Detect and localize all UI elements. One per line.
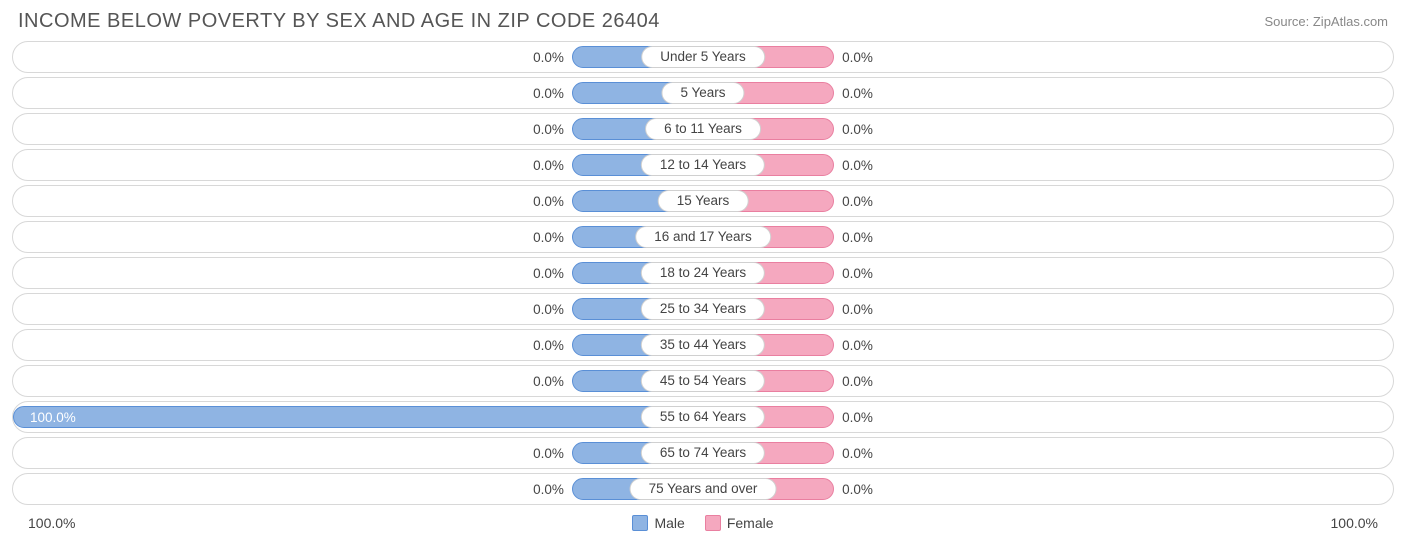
male-half: 100.0% bbox=[13, 402, 703, 432]
male-half: 0.0% bbox=[13, 42, 703, 72]
category-label: 15 Years bbox=[658, 190, 749, 212]
legend: Male Female bbox=[632, 515, 773, 531]
male-half: 0.0% bbox=[13, 78, 703, 108]
category-label: 12 to 14 Years bbox=[641, 154, 765, 176]
category-label: 6 to 11 Years bbox=[645, 118, 761, 140]
female-value-label: 0.0% bbox=[834, 230, 881, 245]
female-value-label: 0.0% bbox=[834, 338, 881, 353]
male-value-label: 0.0% bbox=[525, 338, 572, 353]
female-half: 0.0% bbox=[703, 402, 1393, 432]
male-value-label: 0.0% bbox=[525, 194, 572, 209]
female-half: 0.0% bbox=[703, 438, 1393, 468]
male-value-label: 0.0% bbox=[525, 302, 572, 317]
female-half: 0.0% bbox=[703, 330, 1393, 360]
male-half: 0.0% bbox=[13, 150, 703, 180]
female-half: 0.0% bbox=[703, 186, 1393, 216]
female-half: 0.0% bbox=[703, 222, 1393, 252]
female-value-label: 0.0% bbox=[834, 410, 881, 425]
category-label: 55 to 64 Years bbox=[641, 406, 765, 428]
female-value-label: 0.0% bbox=[834, 302, 881, 317]
legend-male-label: Male bbox=[654, 515, 684, 531]
chart-row: 0.0% 0.0% 65 to 74 Years bbox=[12, 437, 1394, 469]
category-label: 18 to 24 Years bbox=[641, 262, 765, 284]
male-half: 0.0% bbox=[13, 258, 703, 288]
male-value-label: 0.0% bbox=[525, 122, 572, 137]
male-half: 0.0% bbox=[13, 114, 703, 144]
chart-footer: 100.0% Male Female 100.0% bbox=[0, 509, 1406, 531]
legend-female-label: Female bbox=[727, 515, 774, 531]
female-value-label: 0.0% bbox=[834, 122, 881, 137]
category-label: Under 5 Years bbox=[641, 46, 765, 68]
male-half: 0.0% bbox=[13, 366, 703, 396]
male-bar: 100.0% bbox=[13, 406, 703, 428]
chart-row: 0.0% 0.0% 5 Years bbox=[12, 77, 1394, 109]
chart-row: 0.0% 0.0% 25 to 34 Years bbox=[12, 293, 1394, 325]
chart-row: 0.0% 0.0% 15 Years bbox=[12, 185, 1394, 217]
axis-right-label: 100.0% bbox=[1331, 515, 1378, 531]
category-label: 16 and 17 Years bbox=[635, 226, 771, 248]
chart-row: 100.0% 0.0% 55 to 64 Years bbox=[12, 401, 1394, 433]
female-half: 0.0% bbox=[703, 366, 1393, 396]
legend-male-swatch bbox=[632, 515, 648, 531]
male-value-label: 0.0% bbox=[525, 374, 572, 389]
male-value-label: 0.0% bbox=[525, 230, 572, 245]
chart-header: INCOME BELOW POVERTY BY SEX AND AGE IN Z… bbox=[0, 0, 1406, 41]
male-value-label: 0.0% bbox=[525, 266, 572, 281]
female-half: 0.0% bbox=[703, 474, 1393, 504]
category-label: 35 to 44 Years bbox=[641, 334, 765, 356]
chart-title: INCOME BELOW POVERTY BY SEX AND AGE IN Z… bbox=[18, 10, 660, 33]
female-value-label: 0.0% bbox=[834, 194, 881, 209]
chart-row: 0.0% 0.0% 18 to 24 Years bbox=[12, 257, 1394, 289]
category-label: 65 to 74 Years bbox=[641, 442, 765, 464]
chart-body: 0.0%0.0%Under 5 Years0.0%0.0%5 Years0.0%… bbox=[0, 41, 1406, 505]
female-value-label: 0.0% bbox=[834, 158, 881, 173]
male-value-label: 100.0% bbox=[22, 410, 84, 425]
legend-female-swatch bbox=[705, 515, 721, 531]
chart-row: 0.0% 0.0% 16 and 17 Years bbox=[12, 221, 1394, 253]
category-label: 5 Years bbox=[661, 82, 744, 104]
male-half: 0.0% bbox=[13, 294, 703, 324]
female-half: 0.0% bbox=[703, 78, 1393, 108]
male-value-label: 0.0% bbox=[525, 50, 572, 65]
male-half: 0.0% bbox=[13, 474, 703, 504]
chart-source: Source: ZipAtlas.com bbox=[1264, 14, 1388, 29]
male-value-label: 0.0% bbox=[525, 482, 572, 497]
female-value-label: 0.0% bbox=[834, 482, 881, 497]
female-value-label: 0.0% bbox=[834, 374, 881, 389]
chart-row: 0.0% 0.0% 75 Years and over bbox=[12, 473, 1394, 505]
female-value-label: 0.0% bbox=[834, 50, 881, 65]
female-half: 0.0% bbox=[703, 42, 1393, 72]
female-value-label: 0.0% bbox=[834, 266, 881, 281]
female-half: 0.0% bbox=[703, 114, 1393, 144]
female-half: 0.0% bbox=[703, 150, 1393, 180]
chart-row: 0.0% 0.0% 45 to 54 Years bbox=[12, 365, 1394, 397]
male-value-label: 0.0% bbox=[525, 158, 572, 173]
chart-row: 0.0% 0.0% Under 5 Years bbox=[12, 41, 1394, 73]
male-half: 0.0% bbox=[13, 330, 703, 360]
category-label: 45 to 54 Years bbox=[641, 370, 765, 392]
male-half: 0.0% bbox=[13, 438, 703, 468]
male-half: 0.0% bbox=[13, 186, 703, 216]
legend-female: Female bbox=[705, 515, 774, 531]
chart-row: 0.0% 0.0% 12 to 14 Years bbox=[12, 149, 1394, 181]
category-label: 75 Years and over bbox=[630, 478, 777, 500]
male-value-label: 0.0% bbox=[525, 446, 572, 461]
male-value-label: 0.0% bbox=[525, 86, 572, 101]
female-value-label: 0.0% bbox=[834, 446, 881, 461]
chart-row: 0.0% 0.0% 6 to 11 Years bbox=[12, 113, 1394, 145]
female-value-label: 0.0% bbox=[834, 86, 881, 101]
legend-male: Male bbox=[632, 515, 684, 531]
female-half: 0.0% bbox=[703, 294, 1393, 324]
axis-left-label: 100.0% bbox=[28, 515, 75, 531]
category-label: 25 to 34 Years bbox=[641, 298, 765, 320]
chart-row: 0.0% 0.0% 35 to 44 Years bbox=[12, 329, 1394, 361]
female-half: 0.0% bbox=[703, 258, 1393, 288]
male-half: 0.0% bbox=[13, 222, 703, 252]
